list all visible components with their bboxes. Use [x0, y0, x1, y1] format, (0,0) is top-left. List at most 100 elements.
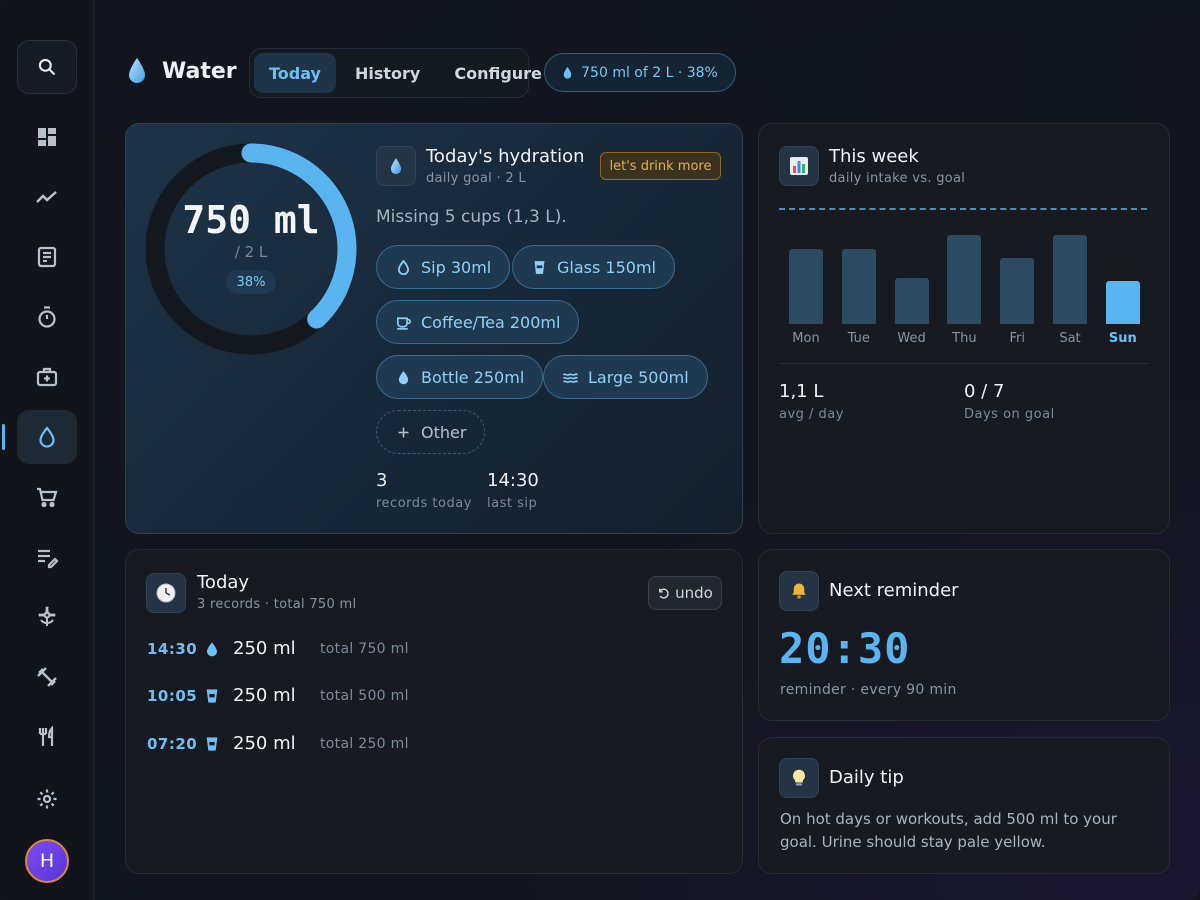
tip-title: Daily tip — [829, 767, 904, 788]
undo-button[interactable]: undo — [648, 576, 722, 610]
quick-add-other-button[interactable]: Other — [376, 410, 486, 454]
sidebar-item-water[interactable] — [17, 410, 77, 464]
record-time: 14:30 — [147, 640, 198, 658]
sidebar-item-fitness[interactable] — [17, 650, 77, 704]
record-total: total 750 ml — [320, 641, 409, 657]
bar-tue — [841, 249, 876, 324]
record-time: 10:05 — [147, 687, 198, 705]
ring-value: 750 ml — [182, 198, 320, 242]
edit-list-icon — [38, 549, 59, 569]
status-badge: let's drink more — [600, 152, 721, 180]
quick-add-bottle-button[interactable]: Bottle 250ml — [376, 355, 544, 399]
glass-icon — [206, 689, 218, 703]
dumbbell-icon — [37, 667, 57, 687]
bell-icon-box — [779, 571, 819, 611]
chip-label: Other — [421, 422, 467, 442]
avg-label: avg / day — [779, 407, 844, 422]
water-drop-icon — [563, 66, 572, 79]
water-drop-icon — [39, 426, 55, 448]
last-sip-label: last sip — [487, 496, 538, 511]
sidebar-item-medical[interactable] — [17, 350, 77, 404]
sidebar-item-tasks[interactable] — [17, 530, 77, 584]
bar-chart-icon — [790, 157, 808, 175]
cart-icon — [37, 487, 58, 508]
bar-fri — [1000, 258, 1035, 324]
sidebar-item-trends[interactable] — [17, 170, 77, 224]
water-drop-icon — [390, 157, 402, 174]
day-label: Fri — [1009, 331, 1025, 346]
drop-icon — [207, 642, 217, 657]
quick-add-large-button[interactable]: Large 500ml — [543, 355, 708, 399]
user-avatar[interactable]: H — [25, 839, 69, 883]
progress-ring-fill — [145, 143, 357, 355]
last-sip-time: 14:30 — [487, 470, 539, 491]
record-time: 07:20 — [147, 735, 198, 753]
quick-add-coffee-button[interactable]: Coffee/Tea 200ml — [376, 300, 580, 344]
reminder-card — [758, 549, 1170, 721]
reminder-subtitle: reminder · every 90 min — [780, 682, 957, 698]
glass-icon — [206, 737, 218, 751]
day-label: Mon — [792, 331, 820, 346]
day-label: Wed — [897, 331, 926, 346]
percent-badge: 38% — [226, 270, 276, 294]
drop-icon — [398, 370, 409, 384]
search-icon — [38, 58, 56, 76]
sidebar: H — [0, 0, 94, 900]
goal-days-value: 0 / 7 — [964, 381, 1005, 402]
notes-icon — [37, 246, 57, 268]
lightbulb-icon — [793, 769, 805, 786]
medical-kit-icon — [36, 367, 58, 387]
flower-icon — [38, 606, 56, 626]
sidebar-item-wellness[interactable] — [17, 590, 77, 644]
quick-add-glass-button[interactable]: Glass 150ml — [512, 245, 675, 289]
today-log-title: Today — [197, 572, 250, 593]
week-subtitle: daily intake vs. goal — [829, 171, 966, 186]
chip-label: Bottle 250ml — [421, 367, 525, 387]
plus-icon — [398, 427, 409, 437]
today-log-subtitle: 3 records · total 750 ml — [197, 597, 357, 612]
today-log-card — [125, 549, 743, 874]
week-card — [758, 123, 1170, 534]
bar-wed — [894, 278, 929, 324]
hydration-subtitle: daily goal · 2 L — [426, 171, 526, 186]
sidebar-item-dashboard[interactable] — [17, 110, 77, 164]
bar-thu — [947, 235, 982, 324]
sidebar-item-notes[interactable] — [17, 230, 77, 284]
bar-sat — [1053, 235, 1087, 324]
hydration-title: Today's hydration — [426, 146, 585, 167]
clock-icon-box — [146, 573, 186, 613]
records-count: 3 — [376, 470, 388, 491]
drop-outline-icon — [398, 259, 409, 275]
glass-icon — [534, 260, 545, 274]
week-title: This week — [829, 146, 919, 167]
bar-sun — [1105, 281, 1140, 324]
water-drop-icon — [129, 58, 145, 83]
waves-icon — [562, 372, 578, 383]
day-label: Thu — [952, 331, 977, 346]
bar-mon — [789, 249, 823, 324]
record-amount: 250 ml — [233, 733, 296, 754]
chart-icon-box — [779, 146, 819, 186]
sidebar-item-food[interactable] — [17, 710, 77, 764]
bulb-icon-box — [779, 758, 819, 798]
reminder-title: Next reminder — [829, 580, 959, 601]
day-label: Tue — [847, 331, 870, 346]
app-title-text: Water — [162, 58, 237, 84]
quick-add-sip-button[interactable]: Sip 30ml — [376, 245, 511, 289]
tab-history[interactable]: History — [354, 63, 421, 83]
chip-label: Coffee/Tea 200ml — [421, 312, 561, 332]
sidebar-item-settings[interactable] — [17, 772, 77, 826]
day-label: Sun — [1108, 331, 1137, 346]
chip-label: Large 500ml — [588, 367, 689, 387]
search-button[interactable] — [17, 40, 77, 94]
undo-label: undo — [675, 584, 713, 602]
sidebar-item-timer[interactable] — [17, 290, 77, 344]
tab-today[interactable]: Today — [254, 53, 336, 93]
tip-card — [758, 737, 1170, 874]
status-pill-text: 750 ml of 2 L · 38% — [581, 64, 718, 81]
sidebar-item-shopping[interactable] — [17, 470, 77, 524]
day-label: Sat — [1059, 331, 1081, 346]
utensils-icon — [38, 725, 54, 746]
tab-configure[interactable]: Configure — [454, 63, 542, 83]
